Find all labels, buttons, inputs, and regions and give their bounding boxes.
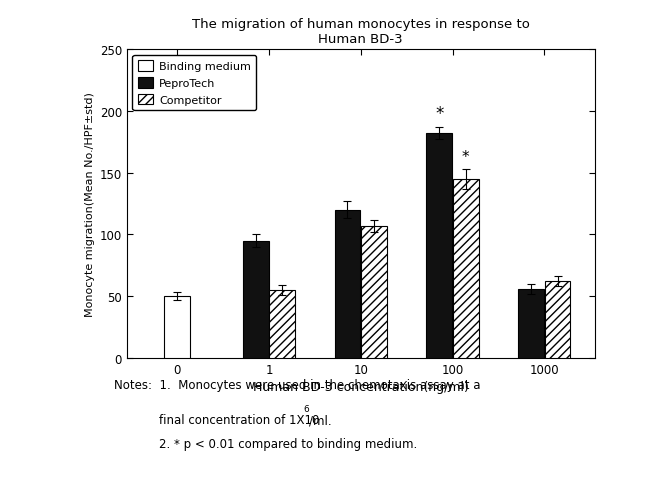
Y-axis label: Monocyte migration(Mean No./HPF±std): Monocyte migration(Mean No./HPF±std) <box>85 92 96 316</box>
Bar <box>361 226 387 358</box>
Legend: Binding medium, PeproTech, Competitor: Binding medium, PeproTech, Competitor <box>133 56 256 111</box>
Text: final concentration of 1X10: final concentration of 1X10 <box>159 413 320 426</box>
Bar <box>518 289 544 358</box>
Text: /ml.: /ml. <box>309 413 332 426</box>
Title: The migration of human monocytes in response to
Human BD-3: The migration of human monocytes in resp… <box>192 18 530 46</box>
Bar <box>243 241 268 358</box>
Bar <box>335 210 360 358</box>
Bar <box>164 297 190 358</box>
Bar <box>453 179 478 358</box>
Bar <box>426 134 452 358</box>
Text: *: * <box>462 150 470 165</box>
Text: *: * <box>435 105 443 123</box>
Bar <box>545 282 571 358</box>
Text: 2. * p < 0.01 compared to binding medium.: 2. * p < 0.01 compared to binding medium… <box>159 437 417 450</box>
Bar <box>270 291 295 358</box>
X-axis label: Human BD-3 concentration(ng/ml): Human BD-3 concentration(ng/ml) <box>253 380 469 393</box>
Text: Notes:  1.  Monocytes were used in the chemotaxis assay at a: Notes: 1. Monocytes were used in the che… <box>114 378 480 391</box>
Text: 6: 6 <box>304 404 309 413</box>
